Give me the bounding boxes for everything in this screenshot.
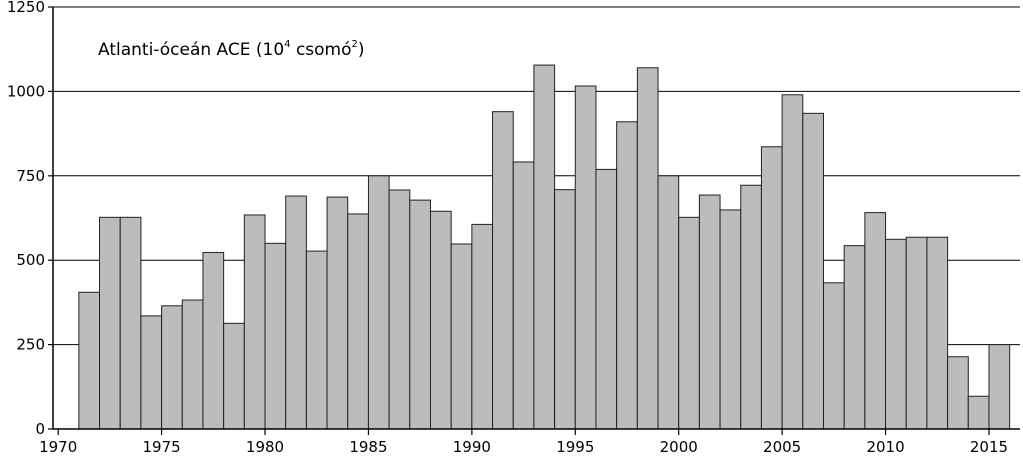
bar-1991 [492, 111, 514, 430]
x-tick-label: 1975 [142, 438, 180, 456]
x-tick-label: 2000 [660, 438, 698, 456]
title-unit-exponent: 2 [352, 39, 358, 50]
x-tick-label: 1995 [556, 438, 594, 456]
bar-2015 [988, 344, 1011, 430]
bar-1980 [264, 242, 287, 430]
bar-1986 [388, 189, 411, 430]
bar-1972 [99, 216, 121, 430]
bar-1981 [285, 195, 307, 430]
bar-1995 [574, 85, 597, 430]
bar-1998 [636, 67, 659, 430]
bar-1975 [161, 305, 183, 430]
y-tick-label: 250 [16, 336, 45, 354]
bar-2007 [823, 282, 845, 430]
bar-1990 [471, 223, 494, 430]
bar-1987 [409, 199, 431, 430]
bars [78, 64, 1011, 430]
bar-1994 [554, 189, 576, 430]
bar-1974 [140, 315, 163, 430]
bar-1985 [367, 175, 390, 430]
y-tick-label: 1250 [7, 0, 45, 16]
bar-2003 [740, 184, 762, 430]
x-tick-labels: 1970 1975 1980 1985 1990 1995 2000 2005 2010 2015 [39, 438, 1008, 456]
bar-1976 [181, 299, 204, 430]
y-tick-label: 750 [16, 167, 45, 185]
chart-title: Atlanti-óceán ACE (104 csomó2) [98, 39, 365, 60]
title-close: ) [358, 40, 365, 60]
bar-1977 [202, 251, 225, 430]
bar-1978 [223, 322, 245, 430]
bar-1989 [450, 243, 473, 430]
bar-1996 [595, 168, 618, 430]
bar-1983 [326, 196, 349, 430]
title-unit: csomó [291, 40, 352, 60]
bar-1973 [119, 216, 142, 430]
title-main: Atlanti-óceán ACE (10 [98, 40, 284, 60]
bar-2012 [926, 236, 949, 430]
x-tick-label: 1970 [39, 438, 77, 456]
x-tick-label: 1980 [246, 438, 284, 456]
bar-2009 [864, 212, 887, 430]
x-tick-label: 1985 [349, 438, 387, 456]
bar-1979 [243, 214, 266, 430]
bar-1992 [512, 161, 535, 430]
bar-2002 [719, 209, 742, 430]
bar-1982 [305, 250, 328, 430]
y-tick-labels: 0 250 500 750 1000 1250 [7, 0, 45, 438]
bar-2000 [678, 216, 700, 430]
bar-2014 [967, 395, 990, 430]
y-tick-label: 0 [35, 420, 45, 438]
bar-2004 [760, 146, 783, 430]
bar-1997 [616, 121, 638, 430]
bar-1993 [533, 64, 556, 430]
bar-2010 [885, 238, 907, 430]
bar-1999 [657, 175, 680, 430]
x-tick-label: 1990 [453, 438, 491, 456]
y-tick-label: 1000 [7, 82, 45, 100]
bar-2011 [905, 236, 928, 430]
bar-2008 [843, 245, 866, 430]
bar-2006 [802, 112, 824, 430]
x-tick-label: 2015 [970, 438, 1008, 456]
x-tick-label: 2010 [866, 438, 904, 456]
bar-2001 [698, 194, 721, 430]
bar-1971 [78, 291, 101, 430]
axes [48, 6, 1020, 435]
y-tick-label: 500 [16, 251, 45, 269]
bar-2013 [947, 356, 969, 430]
bar-1984 [347, 213, 369, 430]
x-tick-label: 2005 [763, 438, 801, 456]
title-exponent: 4 [284, 39, 290, 50]
bar-2005 [781, 94, 804, 430]
bar-1988 [429, 210, 452, 430]
